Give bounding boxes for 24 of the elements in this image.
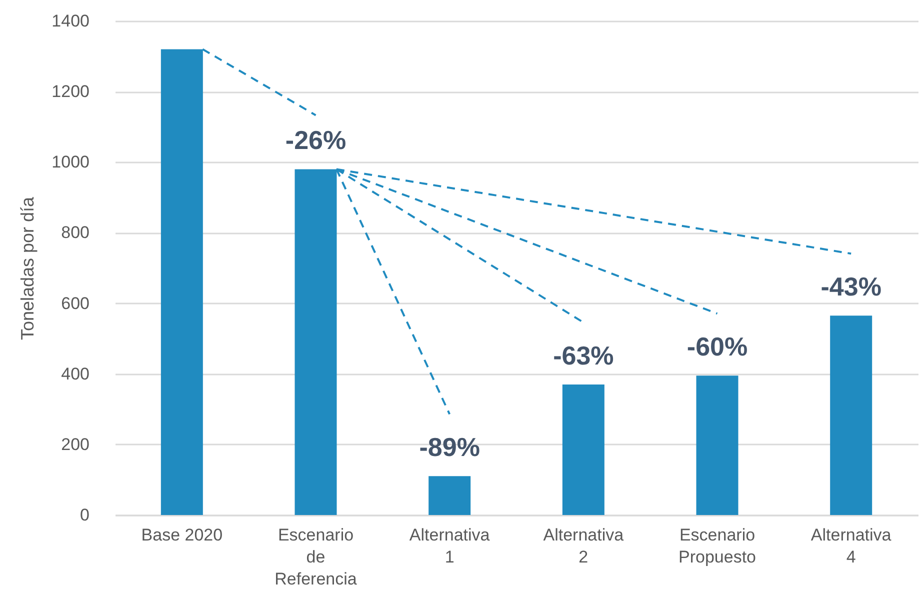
bar [830, 316, 872, 515]
y-tick-label: 0 [80, 506, 90, 524]
annotation: -43% [820, 272, 882, 302]
y-tick-label: 400 [61, 364, 90, 384]
y-tick-label: 600 [61, 294, 90, 313]
x-tick-label: Alternativa 4 [810, 526, 892, 566]
x-tick-label: Alternativa 1 [409, 526, 490, 566]
bar [562, 384, 604, 515]
annotation: -89% [419, 432, 480, 462]
x-tick-label: Escenario Propuesto [678, 526, 756, 566]
annotation: -63% [553, 340, 614, 370]
bar [428, 476, 471, 515]
y-tick-label: 1000 [52, 152, 90, 172]
y-tick-label: 1200 [52, 82, 90, 102]
y-tick-label: 1400 [52, 12, 90, 30]
annotation: -60% [686, 332, 748, 362]
x-tick-label: Base 2020 [141, 526, 223, 544]
y-tick-label: 200 [61, 434, 90, 454]
y-axis-title: Toneladas por día [18, 196, 38, 340]
x-tick-label: Escenario de Referencia [274, 526, 358, 588]
y-tick-label: 800 [61, 223, 90, 242]
x-tick-label: Alternativa 2 [543, 526, 624, 566]
bar [696, 376, 738, 515]
annotation: -26% [285, 125, 346, 156]
